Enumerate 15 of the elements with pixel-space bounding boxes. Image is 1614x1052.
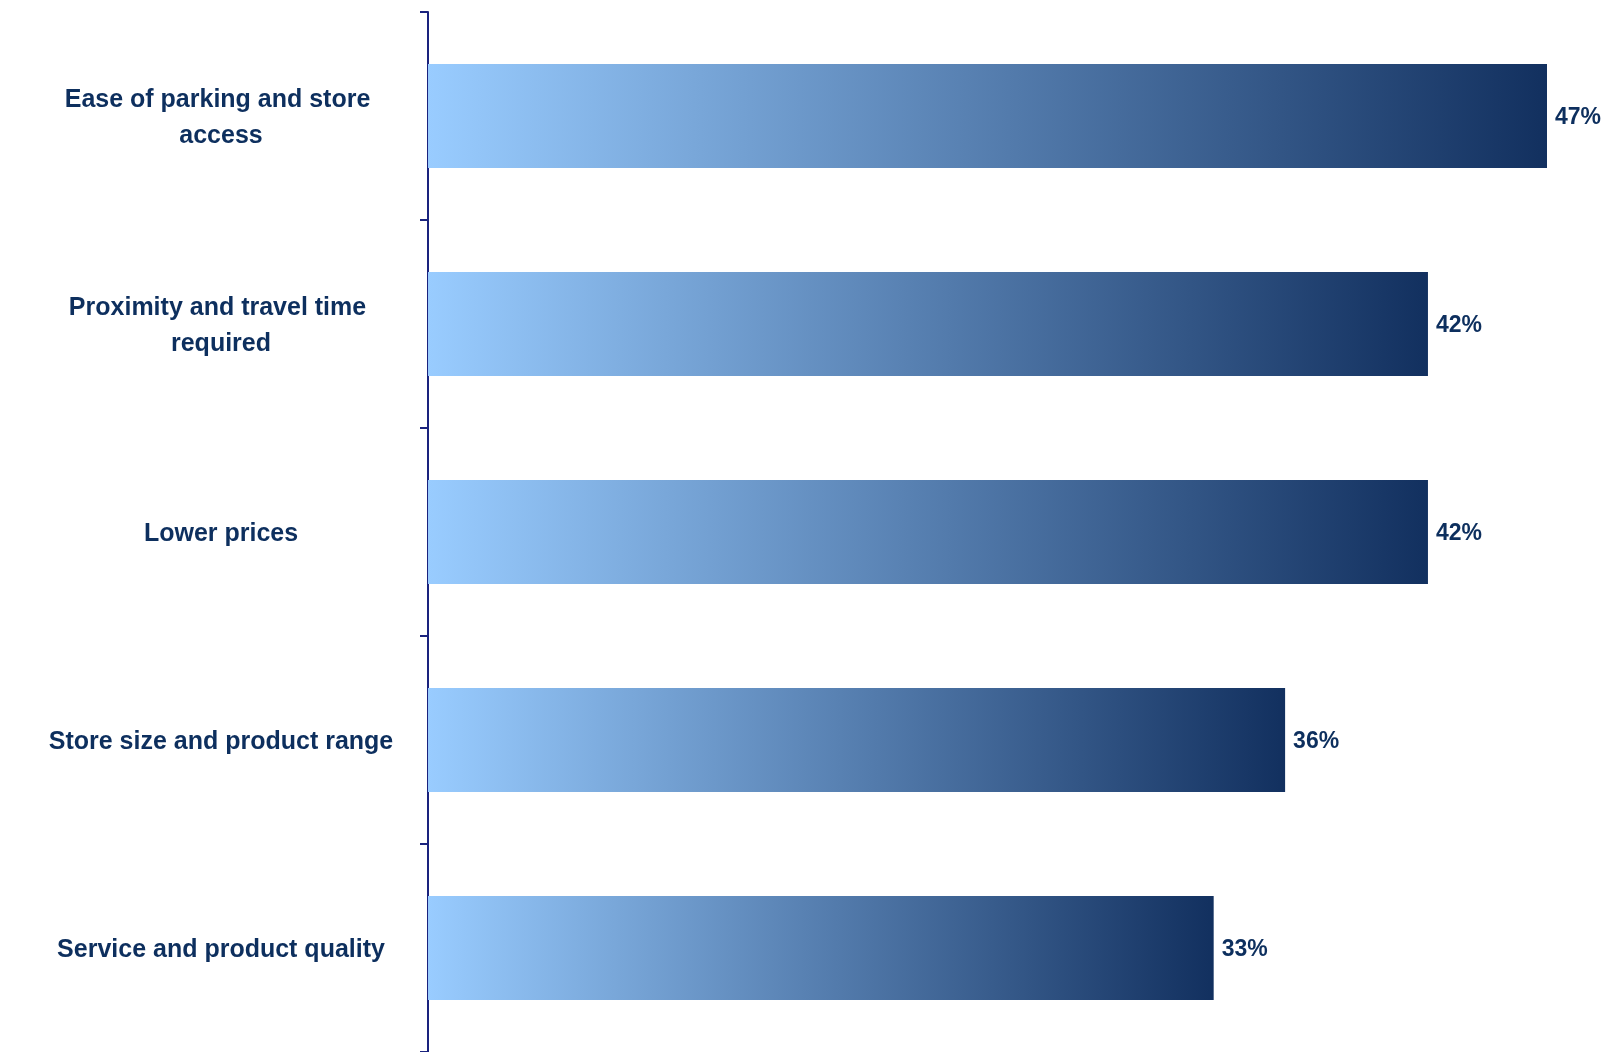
data-label: 33% [1221,935,1268,961]
bar [428,272,1428,376]
y-tick-label: Store size and product range [48,726,394,754]
y-tick-label: Proximity and travel time required [68,292,374,356]
data-label: 42% [1435,311,1482,337]
bar [428,896,1214,1000]
data-label: 42% [1435,519,1482,545]
bar [428,688,1286,792]
data-label: 47% [1555,103,1602,129]
y-tick-label: Lower prices [143,518,299,546]
data-label: 36% [1293,727,1340,753]
bar [428,480,1428,584]
y-tick-label: Ease of parking and store access [64,84,378,148]
bar [428,64,1547,168]
y-tick-label: Service and product quality [57,934,386,962]
